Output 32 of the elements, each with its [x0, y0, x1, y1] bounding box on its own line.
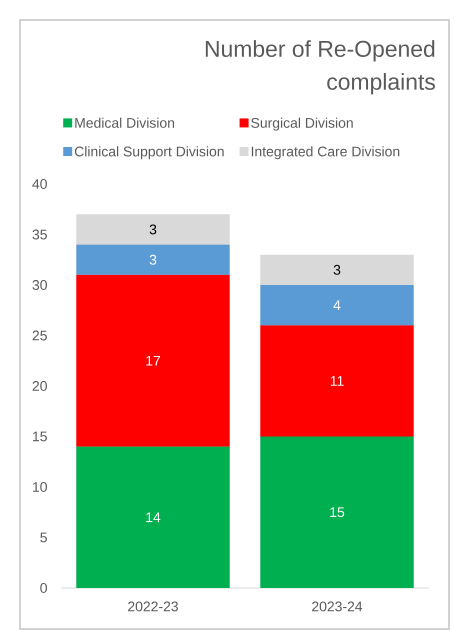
y-tick-label: 25 — [32, 330, 47, 340]
data-label: 11 — [330, 376, 344, 386]
bar — [76, 214, 230, 245]
bar — [260, 254, 414, 285]
bar — [260, 285, 414, 326]
legend-label: Clinical Support Division — [74, 146, 224, 160]
y-tick-label: 10 — [33, 482, 47, 492]
bar — [260, 325, 414, 436]
bar — [76, 446, 230, 588]
x-tick-label: 2022-23 — [128, 602, 178, 612]
data-label: 3 — [150, 224, 156, 234]
legend-label: Integrated Care Division — [252, 146, 400, 160]
data-label: 3 — [150, 254, 156, 265]
y-tick-label: 20 — [32, 381, 47, 391]
data-label: 4 — [333, 300, 340, 310]
y-tick-label: 30 — [32, 280, 47, 290]
data-label: 3 — [334, 264, 340, 275]
bar — [76, 244, 230, 275]
data-label: 17 — [146, 356, 160, 366]
x-tick-label: 2023-24 — [312, 602, 362, 612]
chart-title: Number of Re-Opened complaints — [206, 40, 435, 94]
legend-label: Surgical Division — [251, 118, 353, 131]
y-tick-label: 5 — [40, 532, 47, 542]
legend-label: Medical Division — [75, 118, 174, 128]
y-tick-label: 15 — [33, 432, 47, 442]
data-label: 15 — [330, 507, 344, 518]
bar — [260, 436, 414, 588]
y-tick-label: 35 — [32, 230, 47, 240]
y-tick-label: 0 — [40, 583, 47, 593]
data-label: 14 — [146, 512, 160, 522]
y-tick-label: 40 — [32, 179, 47, 189]
bar — [76, 274, 230, 447]
